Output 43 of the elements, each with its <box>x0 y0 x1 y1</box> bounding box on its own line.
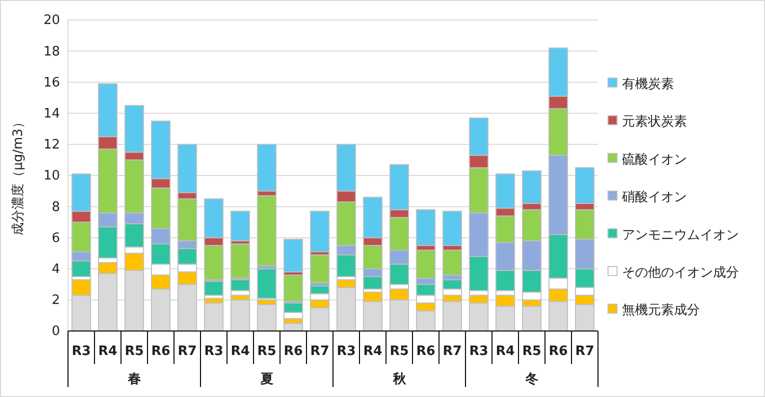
x-tick-label: R3 <box>469 344 488 359</box>
legend-label: 有機炭素 <box>622 77 674 92</box>
text: 冬 <box>524 372 538 387</box>
x-tick-label: R5 <box>390 344 409 359</box>
text: 秋 <box>392 372 407 387</box>
x-tick-label: R6 <box>548 344 568 359</box>
x-tick-label: R4 <box>98 344 118 359</box>
x-tick-label: R3 <box>336 344 356 359</box>
y-tick-label: 14 <box>43 106 60 122</box>
x-tick-label: R7 <box>310 344 330 359</box>
legend-label: 無機元素成分 <box>622 303 700 318</box>
x-tick-label: R6 <box>151 344 170 359</box>
y-tick-label: 18 <box>43 44 60 60</box>
y-tick-label: 0 <box>52 324 60 340</box>
text: 春 <box>126 372 141 387</box>
x-tick-label: R7 <box>442 344 462 359</box>
y-tick-label: 8 <box>52 200 60 215</box>
y-tick-label: 6 <box>52 230 60 246</box>
x-tick-label: R5 <box>522 344 542 359</box>
x-tick-label: R7 <box>575 344 594 359</box>
y-tick-label: 4 <box>52 262 60 277</box>
x-tick-label: R4 <box>230 344 250 359</box>
x-tick-label: R6 <box>416 344 436 359</box>
x-tick-label: R3 <box>204 344 224 359</box>
x-tick-label: R5 <box>124 344 144 359</box>
legend-label: 硝酸イオン <box>621 190 687 206</box>
y-axis-title: 成分濃度（μg/m3） <box>10 116 26 236</box>
y-tick-label: 20 <box>43 13 60 28</box>
legend-label: 元素状炭素 <box>622 114 687 130</box>
x-tick-label: R4 <box>496 344 515 359</box>
legend-label: アンモニウムイオン <box>622 228 739 243</box>
y-tick-label: 10 <box>43 168 60 184</box>
x-tick-label: R6 <box>284 344 303 359</box>
legend-label: 硫酸イオン <box>622 152 687 168</box>
y-tick-label: 12 <box>43 138 60 153</box>
legend-label: その他のイオン成分 <box>622 266 739 280</box>
x-tick-label: R5 <box>257 344 276 359</box>
x-tick-label: R4 <box>363 344 382 359</box>
y-tick-label: 16 <box>43 75 60 90</box>
x-tick-label: R7 <box>178 344 197 359</box>
y-tick-label: 2 <box>52 293 60 308</box>
text: 夏 <box>259 372 274 387</box>
x-tick-label: R3 <box>72 344 91 359</box>
